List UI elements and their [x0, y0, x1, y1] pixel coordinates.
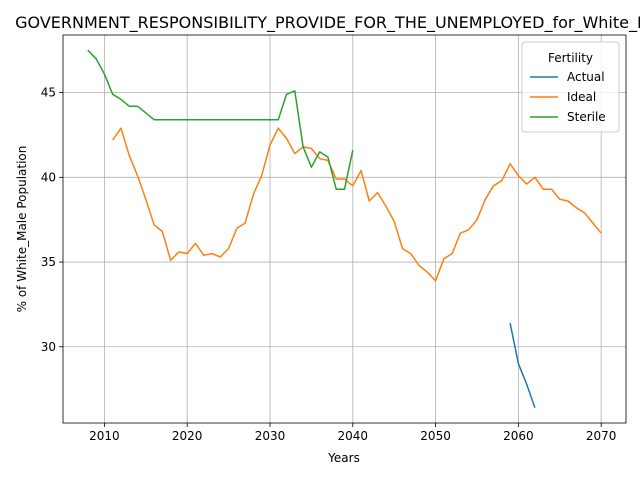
legend: Fertility Actual Ideal Sterile: [521, 41, 620, 133]
legend-label-actual: Actual: [567, 70, 605, 84]
y-tick-label: 45: [41, 86, 56, 100]
y-tick-label: 40: [41, 170, 56, 184]
series-line-ideal: [112, 127, 602, 282]
y-axis-label: % of White_Male Population: [15, 146, 29, 313]
x-axis-ticks: 2010 2020 2030 2040 2050 2060 2070: [89, 423, 616, 443]
y-axis-ticks: 30 35 40 45: [41, 86, 63, 354]
legend-label-sterile: Sterile: [567, 110, 606, 124]
x-tick-label: 2030: [255, 429, 286, 443]
series-line-actual: [509, 322, 536, 409]
plot-frame: [62, 34, 627, 424]
series-line-sterile: [87, 49, 354, 190]
x-tick-label: 2040: [338, 429, 369, 443]
legend-box: [521, 41, 620, 133]
x-tick-label: 2010: [89, 429, 120, 443]
legend-title: Fertility: [548, 51, 593, 65]
x-tick-label: 2050: [420, 429, 451, 443]
x-tick-label: 2070: [586, 429, 617, 443]
chart-title: GOVERNMENT_RESPONSIBILITY_PROVIDE_FOR_TH…: [15, 13, 640, 33]
legend-label-ideal: Ideal: [567, 90, 596, 104]
y-tick-label: 35: [41, 255, 56, 269]
x-tick-label: 2020: [172, 429, 203, 443]
y-tick-label: 30: [41, 340, 56, 354]
series-lines: [87, 49, 602, 409]
x-axis-label: Years: [327, 451, 360, 465]
grid-lines: [63, 35, 626, 423]
x-tick-label: 2060: [503, 429, 534, 443]
